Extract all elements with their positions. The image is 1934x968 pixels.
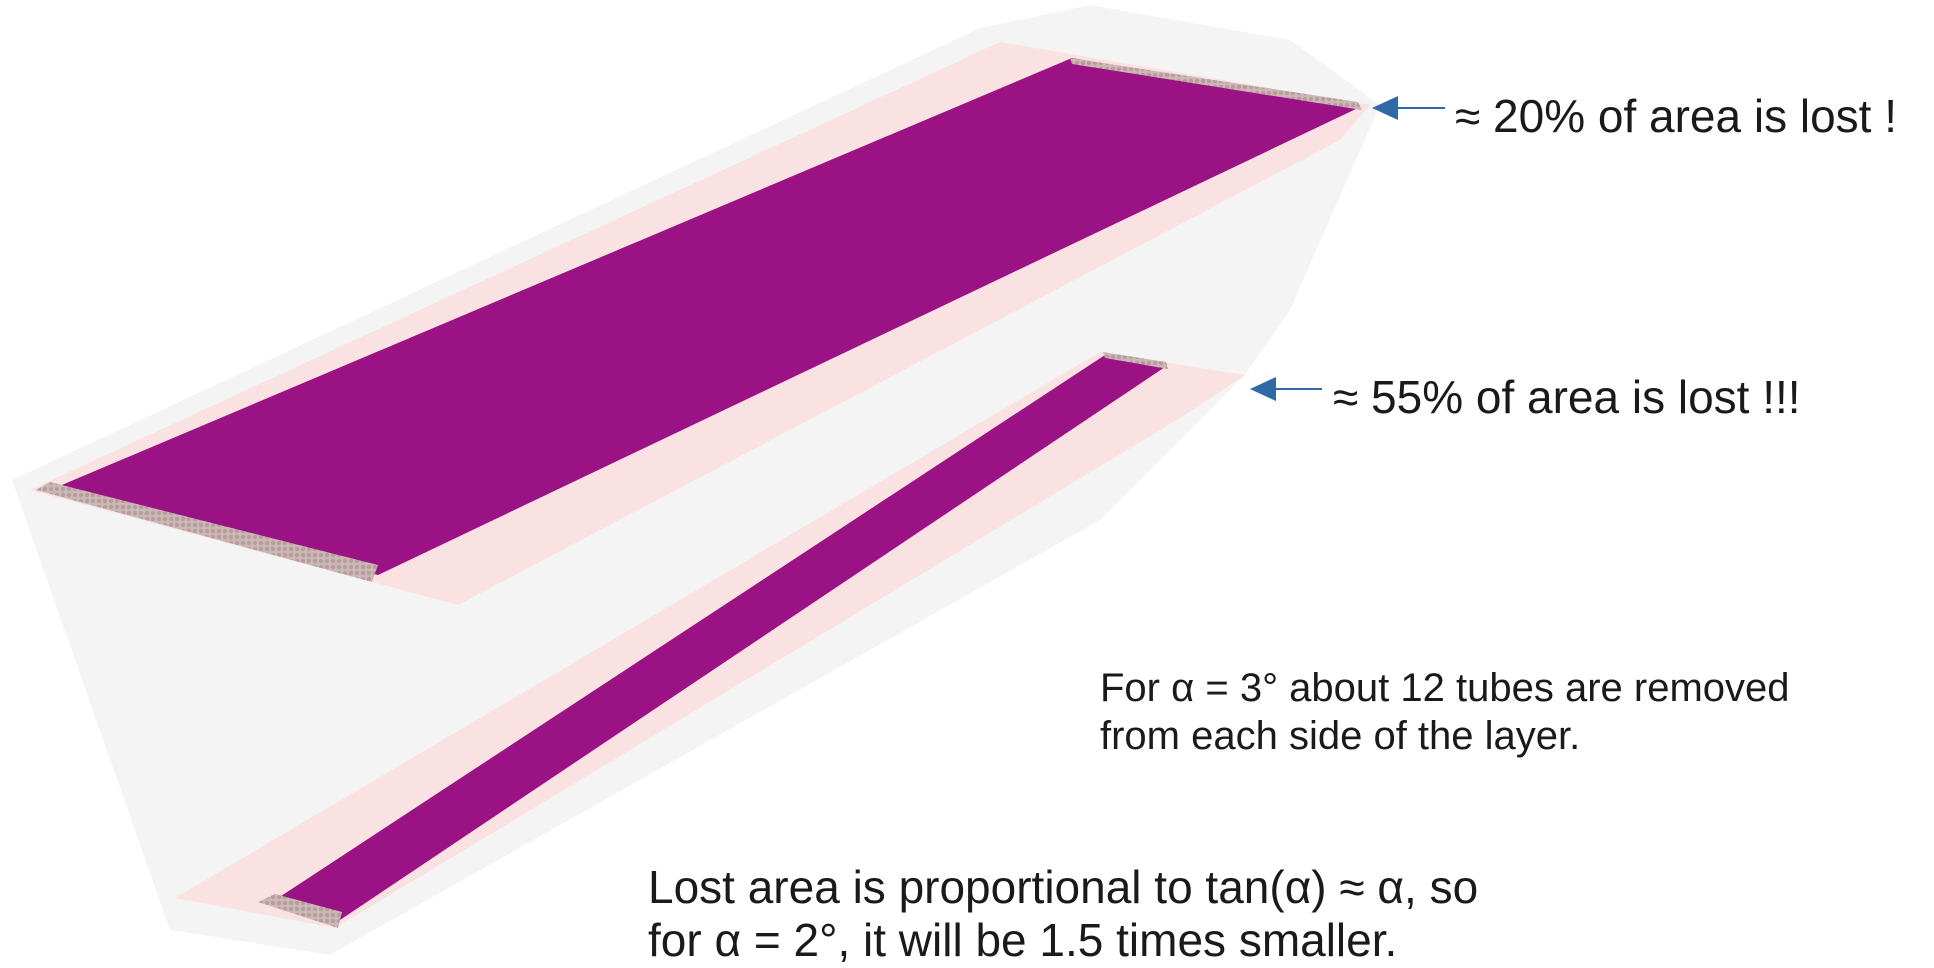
bottom-arrow-head — [1250, 377, 1276, 401]
top-layer-tube-ends-right — [1070, 58, 1362, 110]
note-line-2: from each side of the layer. — [1100, 714, 1581, 758]
top-arrow-head — [1372, 96, 1398, 120]
bottom-layer-tube-ends-left — [258, 894, 342, 928]
bottom-layer-tube-ends-right — [1103, 352, 1168, 369]
top-loss-label: ≈ 20% of area is lost ! — [1455, 90, 1898, 142]
bottom-detector-layer — [275, 355, 1165, 920]
bottom-loss-label: ≈ 55% of area is lost !!! — [1333, 371, 1801, 423]
summary-line-2: for α = 2°, it will be 1.5 times smaller… — [648, 914, 1398, 966]
note-line-1: For α = 3° about 12 tubes are removed — [1100, 666, 1790, 710]
top-layer-tube-ends-left — [36, 482, 378, 582]
summary-line-1: Lost area is proportional to tan(α) ≈ α,… — [648, 861, 1479, 913]
top-detector-layer — [50, 58, 1358, 575]
